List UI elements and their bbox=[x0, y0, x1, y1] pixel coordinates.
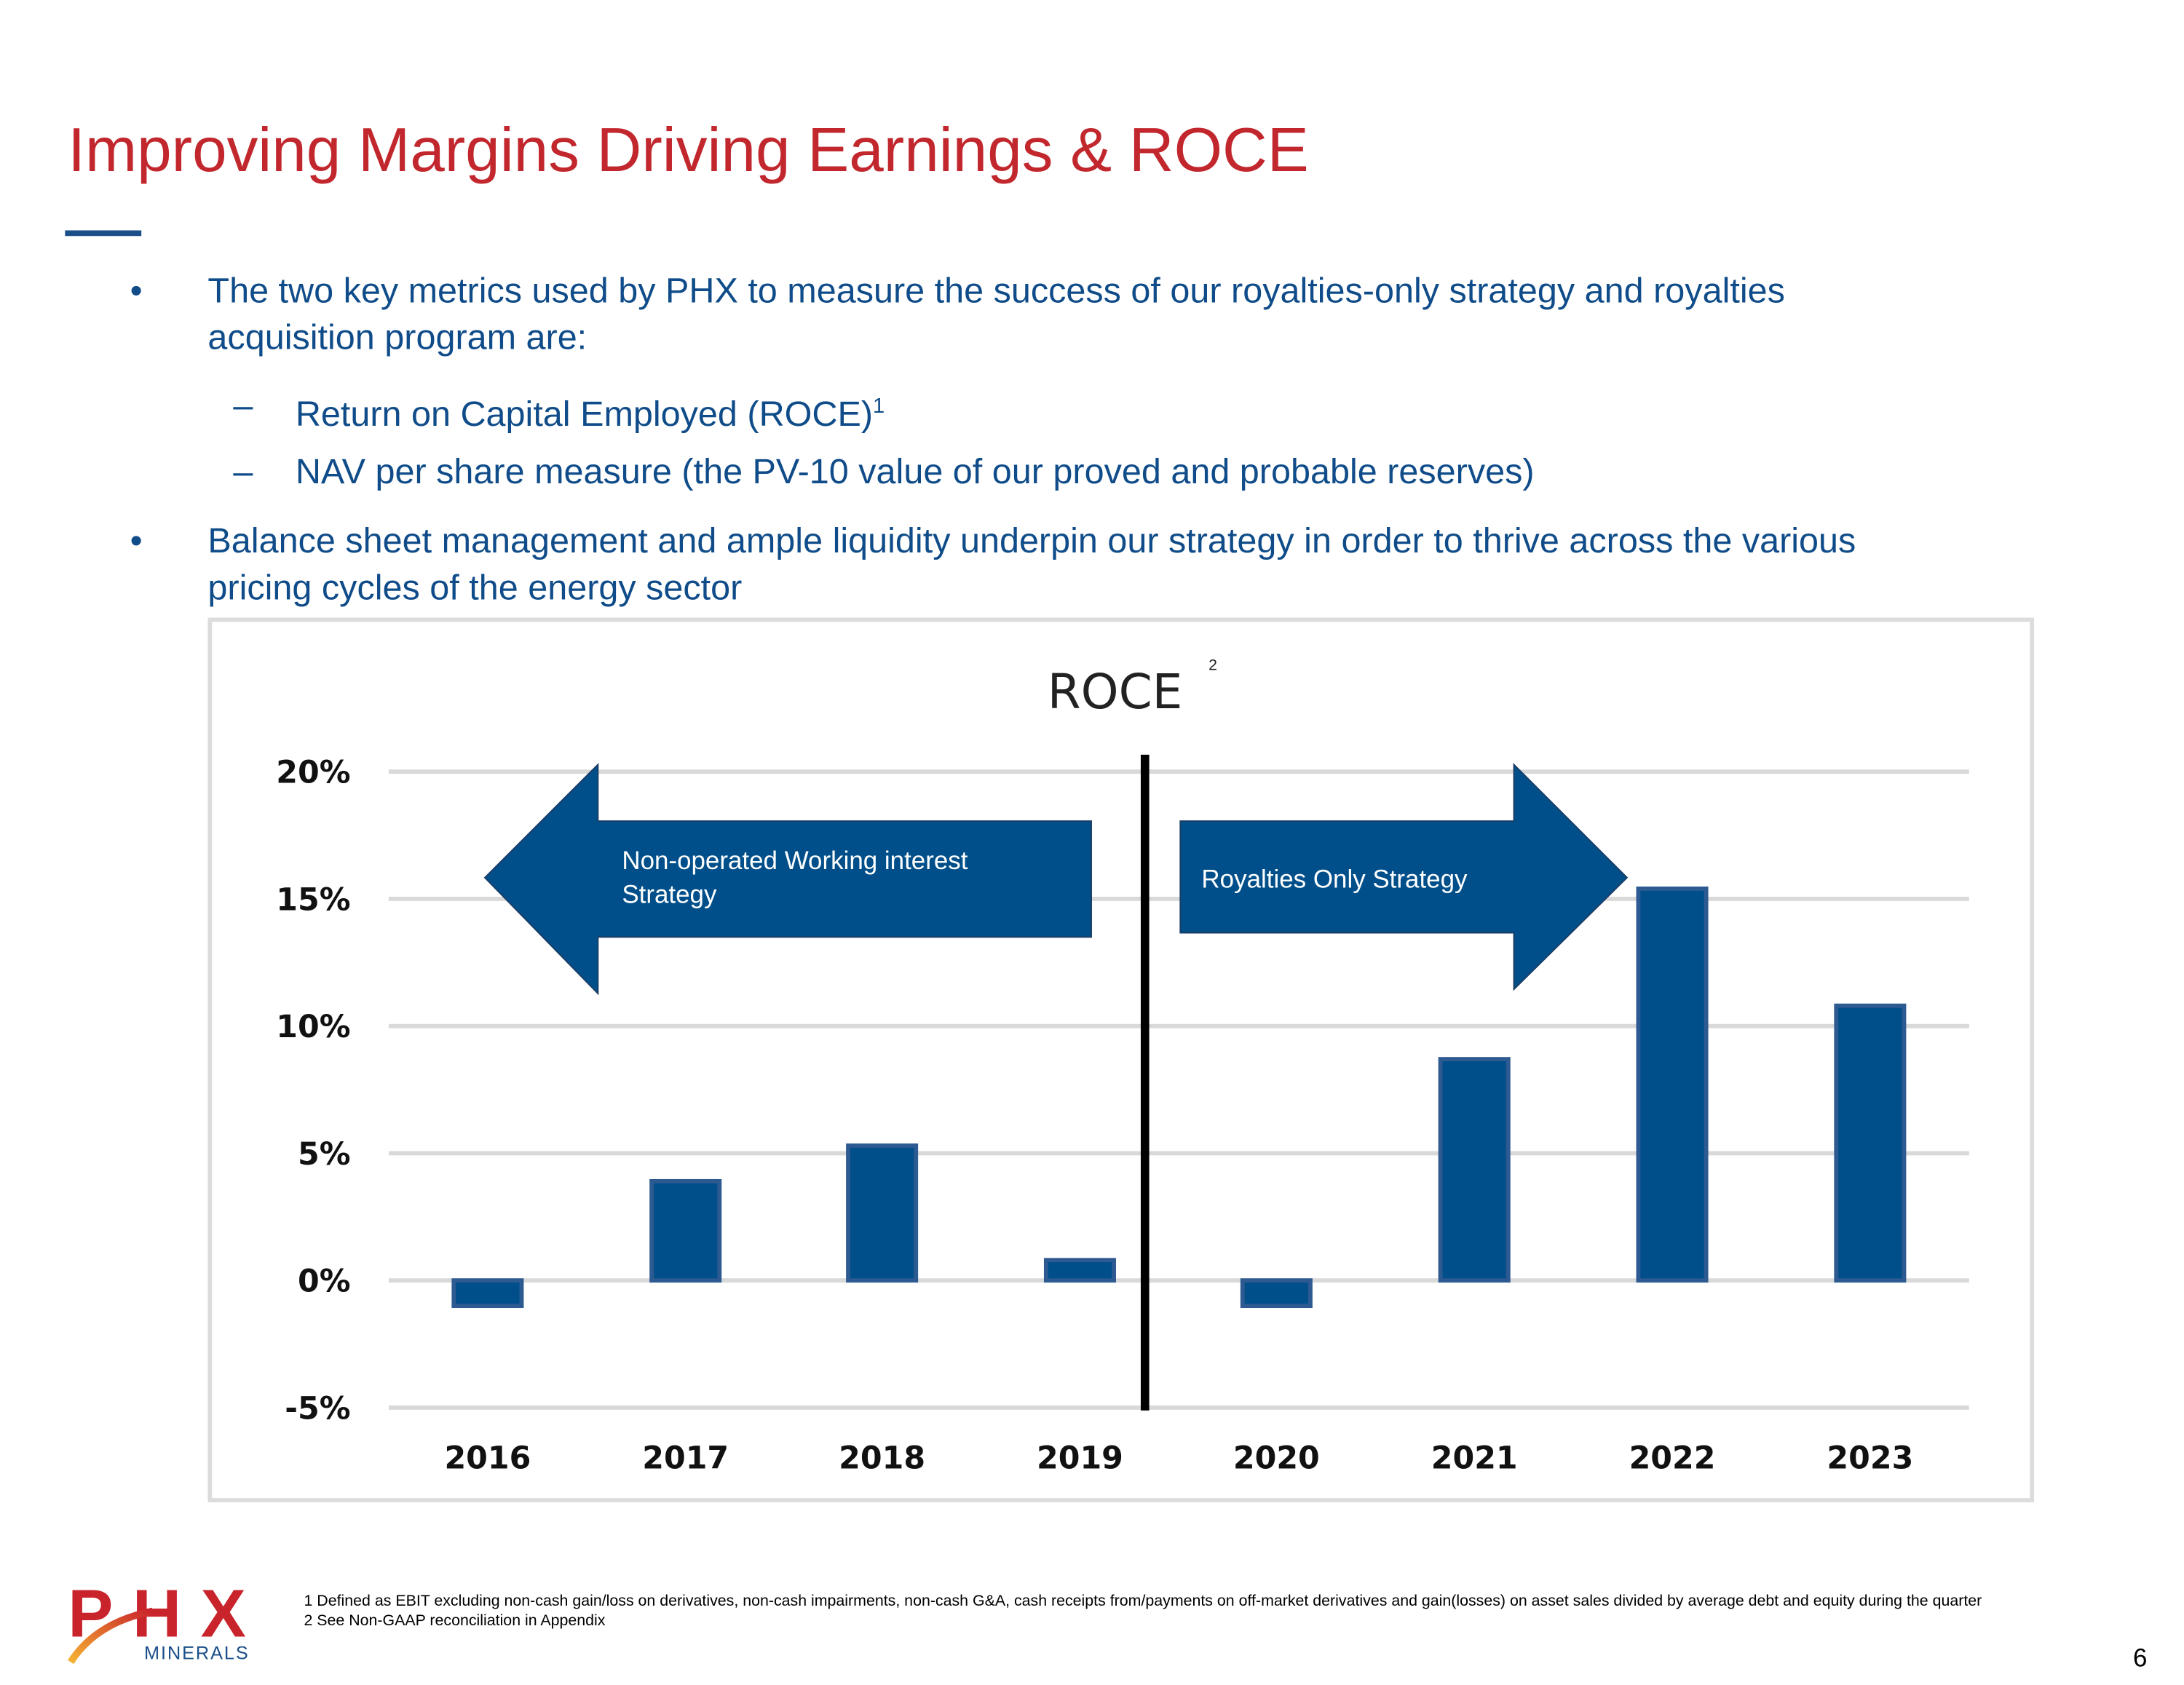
roce-chart-svg: Non-operated Working interest Strategy R… bbox=[276, 656, 1969, 1476]
footnote-2: 2 See Non-GAAP reconciliation in Appendi… bbox=[304, 1612, 606, 1630]
title-underline bbox=[65, 230, 142, 237]
bullet-1-line1: The two key metrics used by PHX to measu… bbox=[207, 271, 1785, 312]
sub-bullet-roce-text: Return on Capital Employed (ROCE) bbox=[295, 395, 873, 435]
bar-2021 bbox=[1438, 1057, 1511, 1283]
y-tick-label: 0% bbox=[298, 1264, 351, 1300]
right-arrow bbox=[1179, 763, 1629, 991]
bullet-2-line1: Balance sheet management and ample liqui… bbox=[207, 521, 1856, 561]
chart-title: ROCE bbox=[1048, 664, 1183, 720]
bar-2022 bbox=[1636, 887, 1709, 1283]
bullet-marker: • bbox=[130, 271, 143, 312]
bar-2020 bbox=[1240, 1278, 1313, 1309]
y-tick-label: 20% bbox=[276, 755, 350, 791]
bar-2018 bbox=[846, 1143, 919, 1283]
sub-bullet-marker: – bbox=[233, 386, 253, 426]
x-tick-label: 2022 bbox=[1629, 1440, 1716, 1476]
y-tick-label: 10% bbox=[276, 1009, 350, 1045]
left-arrow-label-line1: Non-operated Working interest bbox=[622, 847, 968, 875]
strategy-divider bbox=[1140, 754, 1150, 1411]
bullet-marker: • bbox=[130, 521, 143, 561]
sub-bullet-marker: – bbox=[233, 452, 253, 492]
x-tick-label: 2020 bbox=[1233, 1440, 1320, 1476]
x-tick-label: 2016 bbox=[444, 1440, 531, 1476]
bullet-1-line2: acquisition program are: bbox=[207, 317, 587, 358]
left-arrow-label-line2: Strategy bbox=[622, 881, 717, 909]
bullet-2: Balance sheet management and ample liqui… bbox=[207, 519, 1856, 612]
left-arrow bbox=[483, 763, 1092, 996]
x-tick-label: 2019 bbox=[1037, 1440, 1123, 1476]
y-tick-label: 15% bbox=[276, 881, 350, 918]
x-tick-label: 2018 bbox=[839, 1440, 925, 1476]
x-tick-label: 2021 bbox=[1431, 1440, 1518, 1476]
footnote-1: 1 Defined as EBIT excluding non-cash gai… bbox=[304, 1593, 1982, 1610]
sub-bullet-roce: Return on Capital Employed (ROCE)1 bbox=[296, 383, 885, 438]
chart-title-footnote-ref: 2 bbox=[1208, 656, 1217, 673]
page-number: 6 bbox=[2133, 1644, 2148, 1673]
bar-2017 bbox=[649, 1178, 722, 1283]
y-tick-label: 5% bbox=[298, 1136, 351, 1173]
roce-chart: Non-operated Working interest Strategy R… bbox=[207, 617, 2035, 1503]
bar-2016 bbox=[451, 1278, 524, 1309]
bullet-1: The two key metrics used by PHX to measu… bbox=[207, 269, 1784, 362]
phx-minerals-logo: PHX MINERALS bbox=[68, 1575, 251, 1668]
slide-title: Improving Margins Driving Earnings & ROC… bbox=[68, 116, 1309, 186]
logo-subtext: MINERALS bbox=[144, 1642, 250, 1664]
y-tick-label: -5% bbox=[285, 1390, 350, 1427]
right-arrow-label: Royalties Only Strategy bbox=[1201, 865, 1468, 893]
bar-2019 bbox=[1043, 1258, 1116, 1283]
x-tick-label: 2023 bbox=[1827, 1440, 1913, 1476]
bar-2023 bbox=[1834, 1003, 1907, 1283]
sub-bullet-nav: NAV per share measure (the PV-10 value o… bbox=[295, 452, 1535, 492]
x-tick-label: 2017 bbox=[642, 1440, 729, 1476]
footnote-ref-1: 1 bbox=[872, 394, 885, 419]
svg-text:PHX: PHX bbox=[68, 1580, 246, 1652]
bullet-2-line2: pricing cycles of the energy sector bbox=[207, 568, 743, 608]
